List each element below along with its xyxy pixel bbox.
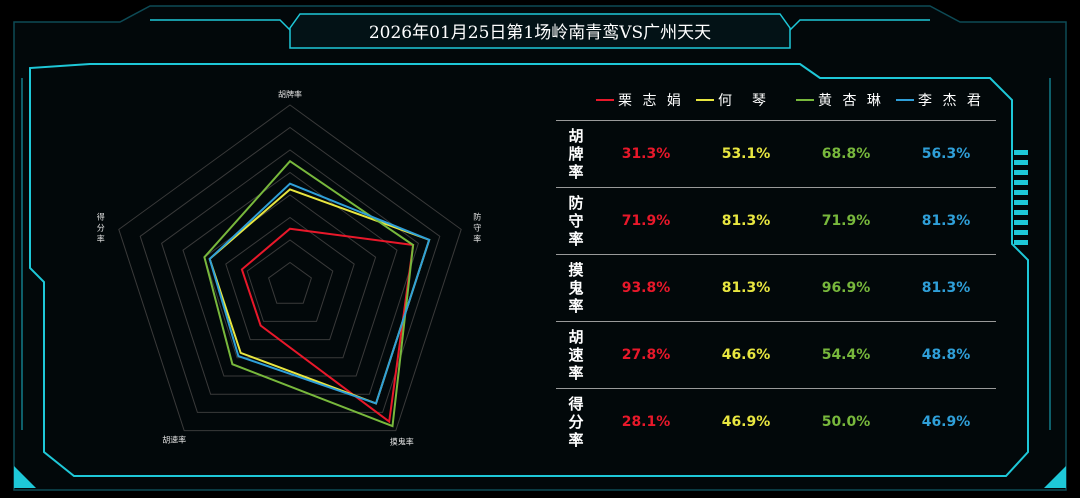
value-cell: 46.9% <box>921 414 971 430</box>
radar-axis-label: 胡速率 <box>162 435 186 445</box>
metric-label: 胡速率 <box>556 322 596 388</box>
value-cell: 31.3% <box>621 146 671 162</box>
value-cell: 81.3% <box>921 213 971 229</box>
metric-label: 得分率 <box>556 389 596 455</box>
value-cell: 71.9% <box>621 213 671 229</box>
radar-axis-label: 防守率 <box>473 211 481 243</box>
radar-series-polygon <box>208 182 431 405</box>
value-cell: 56.3% <box>921 146 971 162</box>
table-row: 防守率 71.9% 81.3% 71.9% 81.3% <box>556 187 996 254</box>
metric-label-char: 率 <box>568 431 584 449</box>
metric-label-char: 率 <box>568 230 584 248</box>
value-cell: 81.3% <box>721 280 771 296</box>
metric-label-char: 鬼 <box>568 279 584 297</box>
radar-grid-ring <box>139 126 441 413</box>
legend-item: 黄 杏 琳 <box>796 90 896 110</box>
metric-label-char: 率 <box>568 364 584 382</box>
metric-label: 胡牌率 <box>556 121 596 187</box>
value-cell: 81.3% <box>921 280 971 296</box>
metric-label-char: 分 <box>568 413 584 431</box>
table-row: 摸鬼率 93.8% 81.3% 96.9% 81.3% <box>556 254 996 321</box>
metric-label-char: 得 <box>568 395 584 413</box>
radar-grid-ring <box>182 171 398 377</box>
legend-swatch <box>696 99 714 101</box>
metric-label-char: 防 <box>568 194 584 212</box>
radar-grid-ring <box>225 216 355 341</box>
legend-swatch <box>896 99 914 101</box>
radar-grid-ring <box>246 239 334 322</box>
radar-grid-ring <box>118 104 462 432</box>
metric-label: 防守率 <box>556 188 596 254</box>
metric-label-char: 摸 <box>568 261 584 279</box>
legend-label: 何 琴 <box>718 93 769 109</box>
value-cell: 68.8% <box>821 146 871 162</box>
metric-label-char: 率 <box>568 163 584 181</box>
metric-label-char: 守 <box>568 212 584 230</box>
metric-label: 摸鬼率 <box>556 255 596 321</box>
value-cell: 28.1% <box>621 414 671 430</box>
radar-axis-label: 胡牌率 <box>278 89 302 99</box>
value-cell: 81.3% <box>721 213 771 229</box>
metric-label-char: 胡 <box>568 127 584 145</box>
legend-label: 栗 志 娟 <box>618 93 684 109</box>
radar-grid-ring <box>203 194 377 359</box>
legend-item: 李 杰 君 <box>896 90 996 110</box>
metric-label-char: 率 <box>568 297 584 315</box>
value-cell: 96.9% <box>821 280 871 296</box>
value-cell: 53.1% <box>721 146 771 162</box>
table-row: 胡牌率 31.3% 53.1% 68.8% 56.3% <box>556 120 996 187</box>
legend-item: 何 琴 <box>696 90 796 110</box>
legend-label: 李 杰 君 <box>918 93 984 109</box>
legend-swatch <box>596 99 614 101</box>
stats-table: 栗 志 娟何 琴黄 杏 琳李 杰 君 胡牌率 31.3% 53.1% 68.8% 56.… <box>556 80 996 455</box>
radar-axis-label: 得分率 <box>97 211 105 243</box>
legend-label: 黄 杏 琳 <box>818 93 884 109</box>
value-cell: 50.0% <box>821 414 871 430</box>
legend-item: 栗 志 娟 <box>596 90 696 110</box>
metric-label-char: 速 <box>568 346 584 364</box>
value-cell: 46.6% <box>721 347 771 363</box>
value-cell: 71.9% <box>821 213 871 229</box>
value-cell: 54.4% <box>821 347 871 363</box>
legend-swatch <box>796 99 814 101</box>
page-title: 2026年01月25日第1场岭南青鸾VS广州天天 <box>368 23 712 43</box>
radar-axis-label: 摸鬼率 <box>390 437 414 447</box>
radar-grid-ring <box>268 261 312 304</box>
table-row: 胡速率 27.8% 46.6% 54.4% 48.8% <box>556 321 996 388</box>
legend: 栗 志 娟何 琴黄 杏 琳李 杰 君 <box>556 80 996 120</box>
value-cell: 46.9% <box>721 414 771 430</box>
radar-series-polygon <box>240 227 415 424</box>
table-row: 得分率 28.1% 46.9% 50.0% 46.9% <box>556 388 996 455</box>
radar-series-polygon <box>203 159 415 428</box>
value-cell: 48.8% <box>921 347 971 363</box>
value-cell: 27.8% <box>621 347 671 363</box>
metric-label-char: 牌 <box>568 145 584 163</box>
value-cell: 93.8% <box>621 280 671 296</box>
metric-label-char: 胡 <box>568 328 584 346</box>
